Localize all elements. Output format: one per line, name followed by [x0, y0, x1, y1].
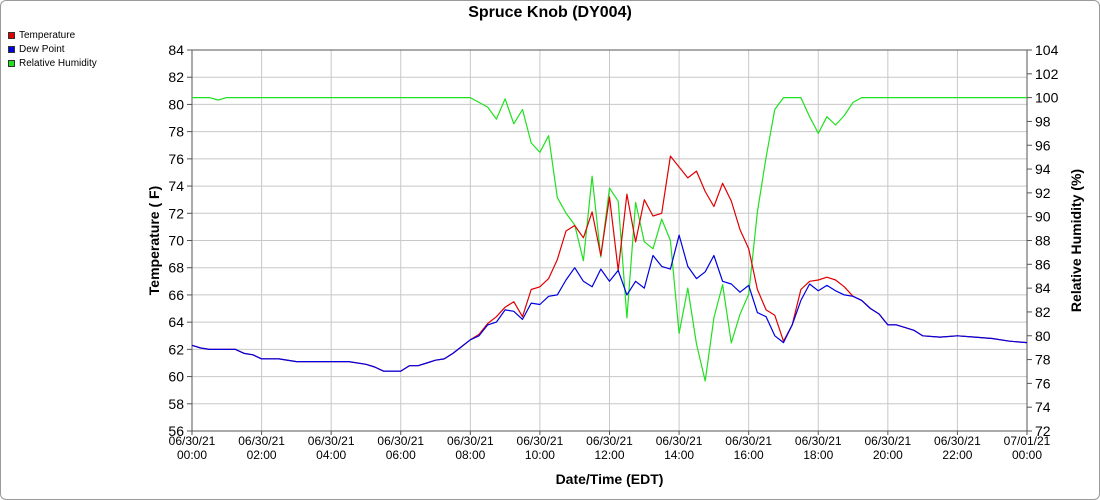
left-tick-label: 66	[168, 287, 184, 303]
y2-axis-label: Relative Humidity (%)	[1068, 169, 1084, 312]
legend-item-temperature: Temperature	[8, 28, 97, 42]
right-tick-label: 92	[1035, 185, 1051, 201]
right-tick-label: 74	[1035, 399, 1051, 415]
x-tick-time-label: 20:00	[873, 448, 903, 462]
left-axis-ticks: 56 58 60 62 64 66 68 70 72 74 76 78 80 82 84	[168, 42, 192, 439]
right-tick-label: 82	[1035, 304, 1051, 320]
right-axis-ticks: 72 74 76 78 80 82 84 86 88 90 92 94 96 98 100 102 104	[1027, 42, 1059, 439]
x-tick-date-label: 06/30/21	[517, 434, 564, 448]
legend-item-dew-point: Dew Point	[8, 42, 97, 56]
chart-title: Spruce Knob (DY004)	[468, 4, 632, 21]
right-tick-label: 98	[1035, 113, 1051, 129]
x-tick-date-label: 06/30/21	[934, 434, 981, 448]
left-tick-label: 80	[168, 96, 184, 112]
left-tick-label: 56	[168, 423, 184, 439]
right-tick-label: 90	[1035, 209, 1051, 225]
left-tick-label: 76	[168, 151, 184, 167]
left-tick-label: 74	[168, 178, 184, 194]
legend-swatch-dew-point	[8, 45, 15, 53]
grid-layer	[191, 49, 1028, 432]
x-tick-date-label: 06/30/21	[656, 434, 703, 448]
x-tick-time-label: 10:00	[525, 448, 555, 462]
x-tick-time-label: 14:00	[664, 448, 694, 462]
x-tick-time-label: 18:00	[803, 448, 833, 462]
x-tick-date-label: 06/30/21	[308, 434, 355, 448]
right-tick-label: 84	[1035, 280, 1051, 296]
x-tick-date-label: 07/01/21	[1004, 434, 1051, 448]
x-tick-date-label: 06/30/21	[725, 434, 772, 448]
legend-label-dew-point: Dew Point	[19, 43, 65, 55]
x-tick-time-label: 16:00	[734, 448, 764, 462]
x-tick-date-label: 06/30/21	[864, 434, 911, 448]
right-tick-label: 72	[1035, 423, 1051, 439]
right-tick-label: 76	[1035, 375, 1051, 391]
x-tick-time-label: 12:00	[594, 448, 624, 462]
right-tick-label: 78	[1035, 352, 1051, 368]
legend-label-relative-humidity: Relative Humidity	[19, 57, 97, 69]
left-tick-label: 84	[168, 42, 184, 58]
left-tick-label: 70	[168, 233, 184, 249]
right-tick-label: 104	[1035, 42, 1059, 58]
left-tick-label: 82	[168, 69, 184, 85]
left-tick-label: 68	[168, 260, 184, 276]
legend-label-temperature: Temperature	[19, 29, 76, 41]
right-tick-label: 94	[1035, 161, 1051, 177]
x-tick-time-label: 04:00	[316, 448, 346, 462]
x-tick-date-label: 06/30/21	[377, 434, 424, 448]
x-tick-time-label: 00:00	[177, 448, 207, 462]
series-layer	[191, 96, 1028, 382]
left-tick-label: 58	[168, 396, 184, 412]
legend-item-relative-humidity: Relative Humidity	[8, 56, 97, 70]
right-tick-label: 88	[1035, 233, 1051, 249]
x-tick-date-label: 06/30/21	[169, 434, 216, 448]
legend-swatch-temperature	[8, 31, 15, 39]
x-tick-time-label: 00:00	[1012, 448, 1042, 462]
left-tick-label: 64	[168, 314, 184, 330]
right-tick-label: 100	[1035, 90, 1059, 106]
x-tick-time-label: 02:00	[247, 448, 277, 462]
y-axis-label: Temperature ( F)	[146, 186, 162, 295]
dew-point-line	[191, 234, 1028, 372]
right-tick-label: 80	[1035, 328, 1051, 344]
x-axis-ticks: 06/30/2100:0006/30/2102:0006/30/2104:000…	[169, 431, 1051, 462]
x-tick-date-label: 06/30/21	[447, 434, 494, 448]
relative-humidity-line	[192, 96, 1027, 382]
x-tick-date-label: 06/30/21	[795, 434, 842, 448]
left-tick-label: 60	[168, 369, 184, 385]
right-tick-label: 102	[1035, 66, 1059, 82]
x-tick-date-label: 06/30/21	[586, 434, 633, 448]
legend: Temperature Dew Point Relative Humidity	[8, 28, 97, 70]
x-tick-time-label: 22:00	[942, 448, 972, 462]
left-tick-label: 78	[168, 124, 184, 140]
x-tick-time-label: 06:00	[386, 448, 416, 462]
x-tick-time-label: 08:00	[455, 448, 485, 462]
right-tick-label: 96	[1035, 137, 1051, 153]
left-tick-label: 72	[168, 205, 184, 221]
x-tick-date-label: 06/30/21	[238, 434, 285, 448]
left-tick-label: 62	[168, 341, 184, 357]
x-axis-label: Date/Time (EDT)	[556, 471, 664, 487]
legend-swatch-relative-humidity	[8, 59, 15, 67]
right-tick-label: 86	[1035, 256, 1051, 272]
